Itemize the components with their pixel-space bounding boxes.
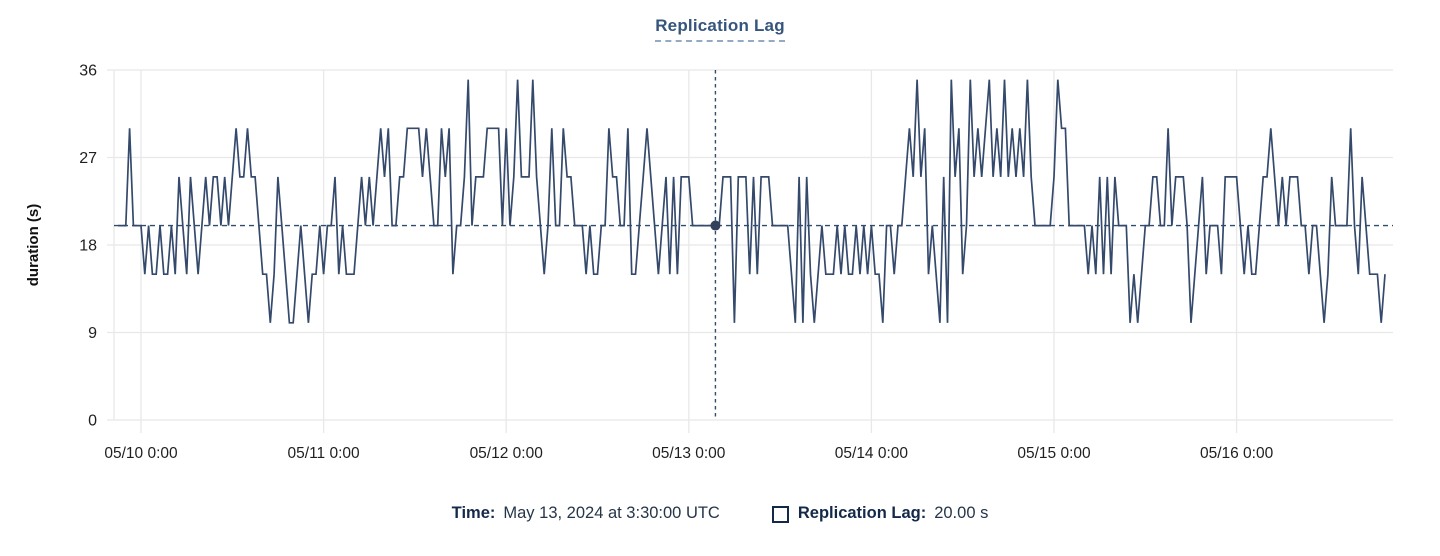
x-tick-label: 05/15 0:00 <box>1017 445 1091 462</box>
crosshair-readout: Time: May 13, 2024 at 3:30:00 UTC Replic… <box>0 504 1440 523</box>
cursor-point-marker[interactable] <box>710 220 721 231</box>
series-label: Replication Lag: <box>797 504 927 522</box>
y-tick-label: 36 <box>79 63 97 80</box>
replication-lag-chart[interactable]: 0 9 18 27 36 05/10 0:00 05/11 0:00 05/12 0:00 05… <box>0 0 1440 490</box>
time-label: Time: <box>451 504 496 522</box>
x-tick-label: 05/12 0:00 <box>470 445 544 462</box>
series-legend-swatch-icon[interactable] <box>771 506 789 523</box>
chart-title[interactable]: Replication Lag <box>655 16 785 42</box>
x-tick-label: 05/16 0:00 <box>1200 445 1274 462</box>
series-value: 20.00 s <box>934 504 989 522</box>
x-tick-label: 05/10 0:00 <box>104 445 178 462</box>
x-tick-label: 05/14 0:00 <box>835 445 909 462</box>
y-tick-label: 27 <box>79 150 97 167</box>
y-axis-title: duration (s) <box>25 204 42 287</box>
x-tick-label: 05/13 0:00 <box>652 445 726 462</box>
x-tick-label: 05/11 0:00 <box>288 445 360 462</box>
chart-title-row: Replication Lag <box>0 16 1440 42</box>
time-value: May 13, 2024 at 3:30:00 UTC <box>503 504 720 522</box>
series-line[interactable] <box>118 79 1386 324</box>
y-tick-label: 9 <box>88 325 97 342</box>
y-tick-label: 0 <box>88 413 97 430</box>
y-tick-label: 18 <box>79 238 97 255</box>
